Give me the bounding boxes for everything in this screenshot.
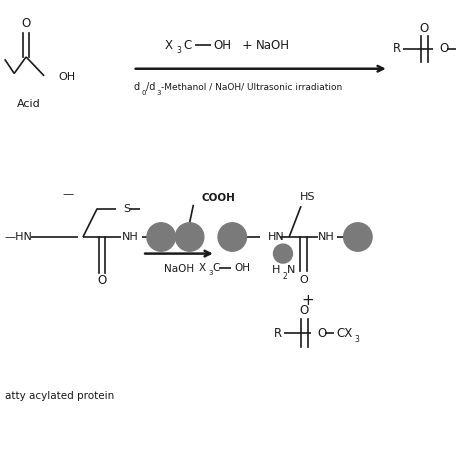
Text: 0: 0 xyxy=(141,90,146,96)
Text: O: O xyxy=(439,42,449,55)
Text: O: O xyxy=(21,17,31,30)
Text: OH: OH xyxy=(214,38,232,52)
Text: R: R xyxy=(392,42,401,55)
Text: C: C xyxy=(212,263,220,273)
Text: N: N xyxy=(287,265,296,275)
Text: X: X xyxy=(199,263,206,273)
Text: O: O xyxy=(299,274,308,285)
Text: Acid: Acid xyxy=(17,99,40,109)
Text: 3: 3 xyxy=(355,336,359,344)
Text: C: C xyxy=(183,38,191,52)
Text: OH: OH xyxy=(58,72,75,82)
Text: CX: CX xyxy=(337,327,353,340)
Text: NaOH: NaOH xyxy=(255,38,290,52)
Text: O: O xyxy=(97,274,107,287)
Text: HN: HN xyxy=(268,232,285,242)
Text: O: O xyxy=(300,304,309,317)
Text: 2: 2 xyxy=(282,273,287,281)
Text: +: + xyxy=(302,293,314,309)
Text: O: O xyxy=(318,327,327,340)
Text: 3: 3 xyxy=(176,46,181,55)
Text: R: R xyxy=(274,327,282,340)
Circle shape xyxy=(218,223,246,251)
Circle shape xyxy=(344,223,372,251)
Text: 3: 3 xyxy=(156,90,161,96)
Text: /d: /d xyxy=(146,82,155,92)
Text: COOH: COOH xyxy=(201,193,235,203)
Text: S: S xyxy=(123,203,130,214)
Text: H: H xyxy=(272,265,281,275)
Text: +: + xyxy=(241,38,252,52)
Circle shape xyxy=(175,223,204,251)
Circle shape xyxy=(147,223,175,251)
Text: X: X xyxy=(164,38,172,52)
Text: OH: OH xyxy=(235,263,251,273)
Text: NaOH: NaOH xyxy=(164,264,194,274)
Text: —: — xyxy=(63,189,73,200)
Text: atty acylated protein: atty acylated protein xyxy=(5,391,114,401)
Text: NH: NH xyxy=(318,232,335,242)
Text: HS: HS xyxy=(300,191,315,202)
Circle shape xyxy=(273,244,292,263)
Text: O: O xyxy=(419,22,429,35)
Text: —HN: —HN xyxy=(5,232,33,242)
Text: -Methanol / NaOH/ Ultrasonic irradiation: -Methanol / NaOH/ Ultrasonic irradiation xyxy=(161,83,342,91)
Text: d: d xyxy=(134,82,140,92)
Text: 3: 3 xyxy=(209,271,213,276)
Text: NH: NH xyxy=(122,232,139,242)
